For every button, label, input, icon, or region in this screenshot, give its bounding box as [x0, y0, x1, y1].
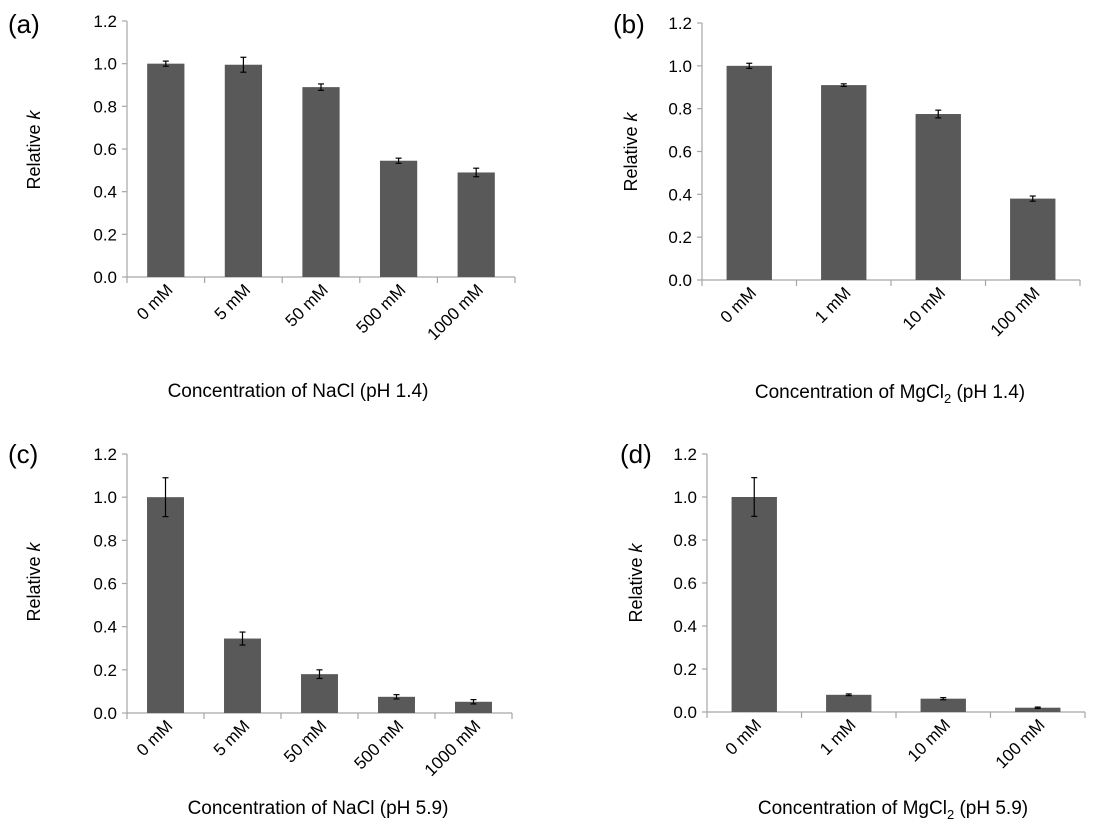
x-category-label: 1000 mM	[421, 716, 485, 780]
panel-label: (c)	[8, 439, 38, 469]
x-category-label: 10 mM	[904, 715, 954, 765]
y-tick-label: 0.6	[93, 140, 117, 159]
bar-50-mm	[302, 87, 340, 277]
bar-1-mm	[826, 694, 872, 712]
y-tick-label: 0.2	[673, 660, 697, 679]
x-category-label: 0 mM	[717, 283, 760, 326]
y-axis-title: Relative k	[626, 542, 646, 622]
y-axis-title: Relative k	[621, 111, 641, 191]
bar-1000-mm	[455, 701, 492, 713]
bar-500-mm	[379, 160, 418, 277]
y-tick-label: 0.4	[673, 617, 697, 636]
x-category-label: 100 mM	[992, 715, 1049, 772]
bar-5-mm	[224, 64, 263, 277]
y-tick-label: 0.2	[93, 661, 117, 680]
bar-10-mm	[920, 698, 966, 712]
panel-label: (d)	[620, 439, 652, 469]
chart-panel-3: (c) 0.0 0.2 0.4 0.6 0.8 1.0 1.2 0 mM 5 mM 50 mM 500…	[8, 439, 513, 819]
bar-0-mm	[147, 63, 185, 277]
panel-label: (b)	[613, 9, 645, 39]
y-tick-label: 1.0	[673, 488, 697, 507]
y-tick-label: 1.2	[93, 12, 117, 31]
x-category-label: 10 mM	[899, 283, 949, 333]
bar-1000-mm	[457, 172, 495, 277]
x-category-label: 500 mM	[353, 280, 410, 337]
chart-panel-1: (a) 0.0 0.2 0.4 0.6 0.8 1.0 1.2 0 mM 5 mM 50 mM 500…	[8, 9, 516, 402]
bar-100-mm	[1015, 707, 1061, 712]
bar-0-mm	[726, 65, 772, 280]
x-category-label: 1 mM	[816, 715, 859, 758]
x-category-label: 50 mM	[280, 716, 330, 766]
x-category-label: 1 mM	[811, 283, 854, 326]
bar-10-mm	[915, 114, 961, 280]
y-tick-label: 0.0	[673, 703, 697, 722]
x-axis-title: Concentration of NaCl (pH 1.4)	[168, 381, 429, 402]
bar-50-mm	[301, 674, 338, 713]
x-category-label: 50 mM	[282, 280, 332, 330]
y-tick-label: 0.8	[673, 531, 697, 550]
x-axis-title: Concentration of MgCl2 (pH 5.9)	[758, 798, 1028, 822]
x-category-label: 1000 mM	[423, 280, 487, 344]
y-tick-label: 1.2	[93, 445, 117, 464]
y-tick-label: 1.2	[673, 445, 697, 464]
bar-500-mm	[378, 696, 415, 713]
bar-1-mm	[821, 85, 867, 280]
panel-label: (a)	[8, 9, 40, 39]
y-tick-label: 0.4	[93, 618, 117, 637]
x-category-label: 100 mM	[987, 283, 1044, 340]
x-category-label: 0 mM	[133, 716, 176, 759]
y-axis-title: Relative k	[24, 541, 44, 621]
x-category-label: 5 mM	[211, 280, 254, 323]
x-category-label: 500 mM	[350, 716, 407, 773]
x-axis-title: Concentration of MgCl2 (pH 1.4)	[755, 382, 1025, 406]
bar-100-mm	[1010, 198, 1056, 280]
bar-0-mm	[147, 497, 184, 713]
y-tick-label: 1.0	[93, 488, 117, 507]
y-tick-label: 0.2	[93, 225, 117, 244]
x-category-label: 0 mM	[722, 715, 765, 758]
y-tick-label: 0.8	[93, 97, 117, 116]
x-category-label: 5 mM	[210, 716, 253, 759]
y-tick-label: 0.8	[93, 531, 117, 550]
chart-panel-4: (d) 0.0 0.2 0.4 0.6 0.8 1.0 1.2 0 mM 1 mM 10 mM 100…	[620, 439, 1086, 822]
y-tick-label: 1.2	[668, 14, 692, 33]
y-tick-label: 0.0	[93, 268, 117, 287]
y-tick-label: 0.4	[668, 185, 692, 204]
y-tick-label: 0.6	[673, 574, 697, 593]
y-tick-label: 0.6	[93, 575, 117, 594]
bar-5-mm	[224, 638, 261, 713]
y-tick-label: 0.8	[668, 100, 692, 119]
y-axis-title: Relative k	[24, 109, 44, 189]
x-category-label: 0 mM	[133, 280, 176, 323]
x-axis-title: Concentration of NaCl (pH 5.9)	[188, 798, 449, 819]
y-tick-label: 0.0	[668, 271, 692, 290]
y-tick-label: 0.0	[93, 704, 117, 723]
y-tick-label: 1.0	[93, 55, 117, 74]
y-tick-label: 0.2	[668, 228, 692, 247]
y-tick-label: 0.6	[668, 143, 692, 162]
bar-0-mm	[731, 497, 777, 712]
chart-panel-2: (b) 0.0 0.2 0.4 0.6 0.8 1.0 1.2 0 mM 1 mM 10 mM 100…	[613, 9, 1081, 406]
y-tick-label: 1.0	[668, 57, 692, 76]
y-tick-label: 0.4	[93, 183, 117, 202]
